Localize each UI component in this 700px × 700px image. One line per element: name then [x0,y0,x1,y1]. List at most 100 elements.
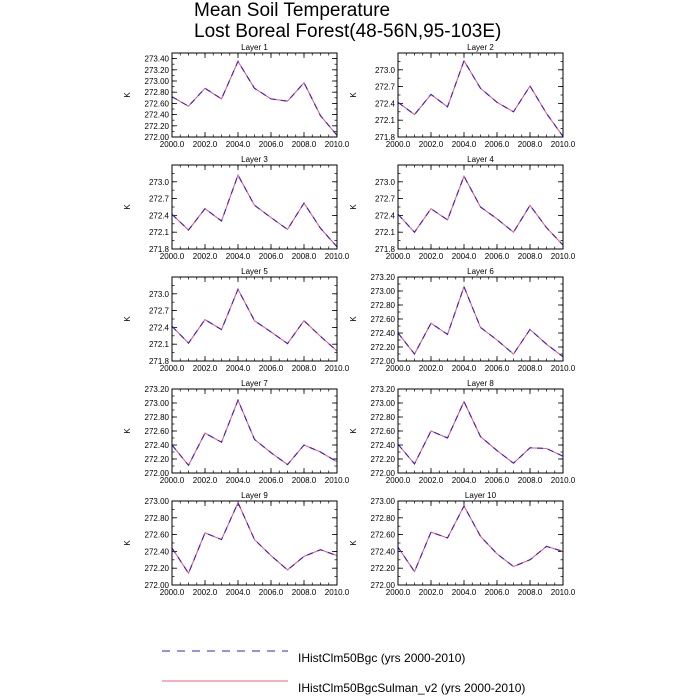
panel-2: Layer 2 K 2000.0 2002.0 2004.0 2006.0 2008.0 20… [349,43,576,149]
series-line [397,400,564,465]
y-tick-label: 272.40 [371,329,396,338]
y-tick-label: 272.20 [371,564,396,573]
x-tick-label: 2008.0 [292,364,317,373]
y-tick-label: 272.00 [145,133,170,142]
y-tick-label: 272.4 [375,99,396,108]
y-tick-label: 272.20 [145,564,170,573]
series-line [171,501,338,575]
x-tick-label: 2006.0 [259,476,284,485]
x-tick-label: 2004.0 [452,588,477,597]
y-tick-label: 272.60 [145,427,170,436]
x-tick-label: 2004.0 [226,476,251,485]
x-tick-label: 2010.0 [325,588,350,597]
panel-title: Layer 7 [241,379,268,388]
title-line-2: Lost Boreal Forest(48-56N,95-103E) [194,21,502,42]
x-tick-label: 2008.0 [292,140,317,149]
x-tick-label: 2000.0 [386,588,411,597]
y-tick-label: 272.7 [375,195,396,204]
panel-10: Layer 10 K 2000.0 2002.0 2004.0 2006.0 2008.0 2… [349,491,576,597]
y-tick-label: 272.40 [371,441,396,450]
x-tick-label: 2010.0 [325,252,350,261]
x-tick-label: 2002.0 [193,476,218,485]
y-tick-label: 272.1 [149,228,170,237]
x-tick-label: 2010.0 [551,140,576,149]
y-tick-label: 272.80 [145,413,170,422]
series-line [397,174,564,246]
x-tick-label: 2006.0 [259,364,284,373]
x-tick-label: 2000.0 [160,476,185,485]
series-line [397,59,564,137]
legend-item: IHistClm50Bgc (yrs 2000-2010) [160,640,680,665]
x-tick-label: 2004.0 [452,364,477,373]
series-line [397,285,564,358]
y-tick-label: 272.4 [149,211,170,220]
y-axis-label: K [123,428,132,434]
x-tick-label: 2008.0 [292,476,317,485]
x-tick-label: 2002.0 [193,364,218,373]
x-tick-label: 2000.0 [160,588,185,597]
y-axis-label: K [123,316,132,322]
y-tick-label: 273.40 [145,55,170,64]
panel-title: Layer 3 [241,155,268,164]
y-tick-label: 272.80 [145,514,170,523]
x-tick-label: 2004.0 [226,140,251,149]
panel-5: Layer 5 K 2000.0 2002.0 2004.0 2006.0 2008.0 20… [123,267,350,373]
panel-title: Layer 6 [467,267,494,276]
plot-frame [397,164,564,250]
y-tick-label: 272.60 [371,427,396,436]
x-tick-label: 2000.0 [160,252,185,261]
panel-4: Layer 4 K 2000.0 2002.0 2004.0 2006.0 2008.0 20… [349,155,576,261]
series-line [171,398,338,467]
x-tick-label: 2010.0 [325,140,350,149]
x-tick-label: 2004.0 [452,140,477,149]
x-tick-label: 2002.0 [193,140,218,149]
y-tick-label: 272.40 [145,111,170,120]
panel-title: Layer 1 [241,43,268,52]
x-tick-label: 2008.0 [518,140,543,149]
x-tick-label: 2010.0 [551,252,576,261]
series-line [397,504,564,573]
y-tick-label: 271.8 [375,133,396,142]
plot-frame [397,276,564,362]
y-tick-label: 272.00 [371,581,396,590]
y-tick-label: 272.7 [375,83,396,92]
x-tick-label: 2010.0 [551,476,576,485]
series-line [171,501,338,575]
y-tick-label: 273.00 [371,399,396,408]
y-tick-label: 272.00 [145,469,170,478]
y-tick-label: 272.40 [371,547,396,556]
plot-frame [171,276,338,362]
panel-title: Layer 5 [241,267,268,276]
x-tick-label: 2006.0 [259,140,284,149]
x-tick-label: 2006.0 [485,588,510,597]
x-tick-label: 2000.0 [386,252,411,261]
y-tick-label: 272.40 [145,441,170,450]
y-tick-label: 272.60 [371,315,396,324]
series-line [397,285,564,358]
y-axis-label: K [349,92,358,98]
plot-frame [397,388,564,474]
series-line [171,287,338,352]
x-tick-label: 2000.0 [160,140,185,149]
y-tick-label: 273.00 [371,287,396,296]
y-tick-label: 273.20 [145,66,170,75]
y-tick-label: 273.0 [375,178,396,187]
y-tick-label: 272.00 [145,581,170,590]
legend-swatch-dashed [162,650,288,652]
legend-label-series-a: IHistClm50Bgc (yrs 2000-2010) [298,651,466,665]
y-tick-label: 272.20 [371,343,396,352]
series-line [171,398,338,467]
x-tick-label: 2006.0 [485,476,510,485]
y-tick-label: 272.7 [149,195,170,204]
plot-frame [171,164,338,250]
plot-frame [171,388,338,474]
y-tick-label: 272.80 [371,413,396,422]
y-tick-label: 273.00 [145,399,170,408]
series-line [171,173,338,248]
series-line [171,173,338,248]
x-tick-label: 2002.0 [193,252,218,261]
y-tick-label: 272.40 [145,547,170,556]
series-line [397,504,564,573]
y-tick-label: 272.20 [145,455,170,464]
y-tick-label: 272.80 [145,88,170,97]
